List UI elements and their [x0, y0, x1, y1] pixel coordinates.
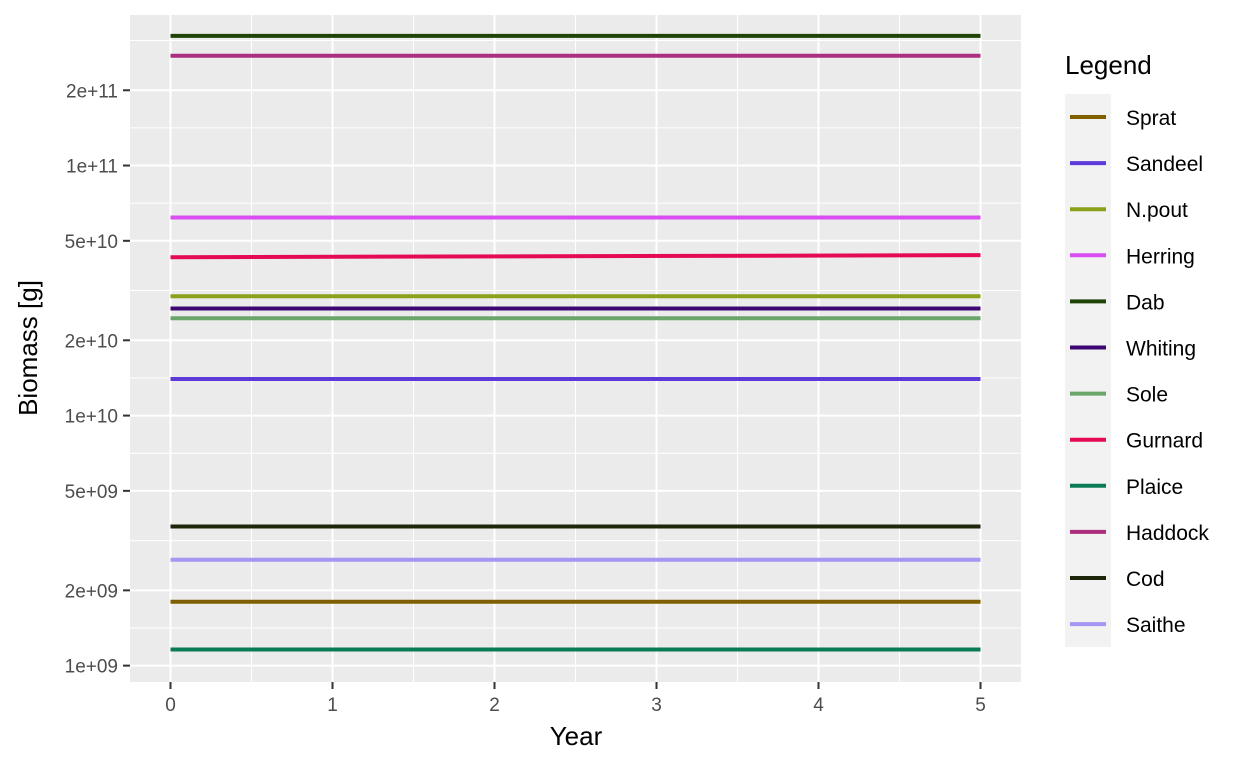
legend-label-sandeel: Sandeel	[1126, 153, 1203, 176]
x-tick-label: 1	[327, 695, 338, 716]
y-tick-label: 1e+09	[65, 657, 118, 678]
series-line-gurnard	[170, 253, 981, 260]
legend-label-sole: Sole	[1126, 384, 1168, 407]
legend: Legend Sprat Sandeel N.pout Herring Dab Whiti…	[1065, 50, 1209, 647]
legend-key-background	[1065, 94, 1111, 647]
legend-label-sprat: Sprat	[1126, 107, 1176, 130]
legend-items: Sprat Sandeel N.pout Herring Dab Whiting Sole G…	[1070, 107, 1209, 637]
x-tick-label: 0	[165, 695, 176, 716]
x-tick-label: 3	[651, 695, 662, 716]
legend-label-cod: Cod	[1126, 568, 1165, 591]
x-tick-label: 5	[975, 695, 986, 716]
y-tick-label: 1e+11	[66, 157, 118, 178]
x-axis: 0 1 2 3 4 5	[165, 682, 986, 716]
legend-title: Legend	[1065, 50, 1152, 80]
y-tick-label: 2e+09	[65, 581, 118, 602]
y-tick-label: 5e+10	[65, 232, 118, 253]
legend-label-whiting: Whiting	[1126, 338, 1196, 361]
legend-label-haddock: Haddock	[1126, 522, 1209, 545]
legend-label-gurnard: Gurnard	[1126, 430, 1203, 453]
legend-label-herring: Herring	[1126, 245, 1195, 268]
y-axis-title: Biomass [g]	[13, 280, 43, 416]
y-tick-label: 1e+10	[65, 407, 118, 428]
x-tick-label: 4	[813, 695, 824, 716]
y-axis: 1e+09 2e+09 5e+09 1e+10 2e+10 5e+10 1e+11 2e+11	[65, 81, 130, 678]
major-gridlines	[130, 15, 1021, 682]
x-tick-label: 2	[489, 695, 500, 716]
y-tick-label: 2e+11	[66, 81, 118, 102]
y-tick-label: 2e+10	[65, 331, 118, 352]
y-tick-label: 5e+09	[65, 482, 118, 503]
x-axis-title: Year	[550, 721, 603, 751]
legend-label-dab: Dab	[1126, 291, 1165, 314]
legend-label-plaice: Plaice	[1126, 476, 1183, 499]
legend-label-saithe: Saithe	[1126, 614, 1186, 637]
series-lines	[170, 33, 981, 652]
legend-label-n-pout: N.pout	[1126, 199, 1188, 222]
